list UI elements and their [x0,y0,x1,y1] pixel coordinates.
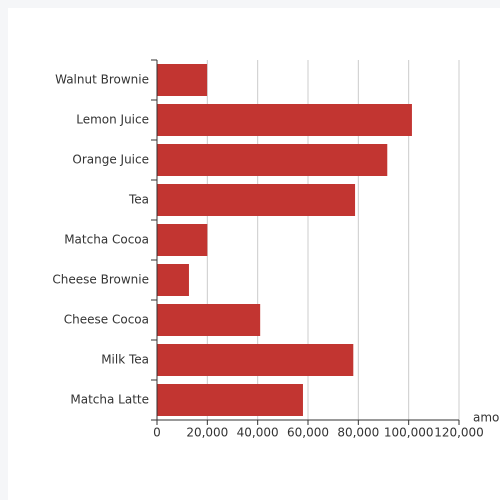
bar [157,144,388,176]
bar [157,384,303,416]
x-tick-label: 80,000 [337,426,379,440]
panel [8,8,500,500]
y-tick-label: Cheese Brownie [52,273,149,287]
bar [157,104,412,136]
bar [157,224,208,256]
y-tick-label: Matcha Latte [70,393,149,407]
bar [157,64,208,96]
x-tick-label: 60,000 [287,426,329,440]
y-tick-label: Walnut Brownie [55,73,149,87]
x-tick-label: 0 [153,426,161,440]
x-tick-label: 120,000 [434,426,484,440]
x-axis-label: amount [473,411,500,425]
y-tick-label: Milk Tea [101,353,149,367]
bar [157,304,261,336]
y-tick-label: Lemon Juice [76,113,149,127]
bar [157,264,189,296]
y-tick-label: Tea [128,193,149,207]
x-tick-label: 40,000 [237,426,279,440]
x-tick-label: 100,000 [384,426,434,440]
x-tick-label: 20,000 [186,426,228,440]
bar [157,344,354,376]
y-tick-label: Cheese Cocoa [64,313,149,327]
bar [157,184,356,216]
y-tick-label: Matcha Cocoa [64,233,149,247]
y-tick-label: Orange Juice [72,153,149,167]
